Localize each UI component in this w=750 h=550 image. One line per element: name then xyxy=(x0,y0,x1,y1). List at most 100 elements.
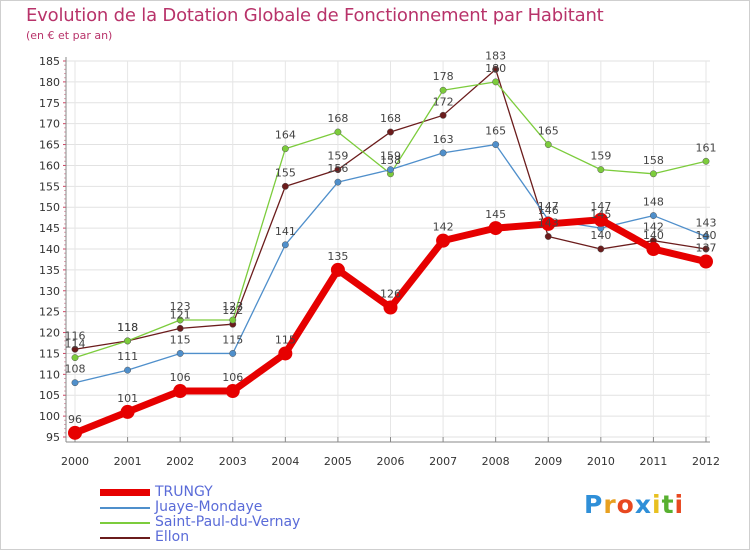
series xyxy=(68,65,713,440)
data-label-trungy-2004: 115 xyxy=(275,333,296,346)
data-label-ellon-2011: 142 xyxy=(643,221,664,234)
data-point-saint-paul-du-vernay-2005 xyxy=(334,128,342,136)
legend-swatch-saint-paul-du-vernay xyxy=(100,522,150,524)
data-point-trungy-2011 xyxy=(646,242,661,256)
data-point-trungy-2000 xyxy=(68,425,82,440)
data-label-saint-paul-du-vernay-2000: 114 xyxy=(65,338,86,351)
data-point-saint-paul-du-vernay-2012 xyxy=(702,157,710,165)
data-point-juaye-mondaye-2001 xyxy=(124,366,132,374)
data-label-saint-paul-du-vernay-2009: 165 xyxy=(538,125,559,138)
y-tick-label: 140 xyxy=(39,243,60,256)
data-label-ellon-2000: 116 xyxy=(65,329,86,342)
data-point-saint-paul-du-vernay-2011 xyxy=(649,170,657,178)
data-point-saint-paul-du-vernay-2004 xyxy=(281,145,289,153)
y-tick-label: 120 xyxy=(39,327,60,340)
data-point-trungy-2012 xyxy=(699,254,713,269)
data-label-saint-paul-du-vernay-2011: 158 xyxy=(643,154,664,167)
data-point-ellon-2007 xyxy=(439,111,447,119)
y-tick-label: 115 xyxy=(39,347,60,360)
proxiti-logo: Proxiti xyxy=(584,490,684,519)
legend-label-saint-paul-du-vernay: Saint-Paul-du-Vernay xyxy=(155,514,301,530)
data-point-juaye-mondaye-2005 xyxy=(334,178,342,186)
x-tick-label: 2001 xyxy=(114,455,142,468)
logo-letter: x xyxy=(634,490,652,519)
y-tick-label: 125 xyxy=(39,306,60,319)
data-label-saint-paul-du-vernay-2007: 178 xyxy=(433,70,454,83)
data-point-saint-paul-du-vernay-2001 xyxy=(124,337,132,345)
data-point-trungy-2004 xyxy=(278,346,293,361)
data-point-juaye-mondaye-2004 xyxy=(281,241,289,249)
data-label-saint-paul-du-vernay-2006: 158 xyxy=(380,154,401,167)
y-tick-label: 110 xyxy=(39,368,60,381)
data-label-juaye-mondaye-2010: 145 xyxy=(590,208,611,221)
data-label-trungy-2011: 140 xyxy=(643,229,664,242)
x-tick-label: 2002 xyxy=(166,455,194,468)
data-point-juaye-mondaye-2003 xyxy=(229,349,237,357)
data-label-ellon-2009: 143 xyxy=(538,216,559,229)
data-label-trungy-2006: 126 xyxy=(380,287,401,300)
data-label-trungy-2000: 96 xyxy=(68,413,82,426)
data-label-juaye-mondaye-2011: 148 xyxy=(643,196,664,209)
data-point-trungy-2010 xyxy=(593,212,608,227)
x-tick-label: 2004 xyxy=(271,455,299,468)
y-tick-label: 155 xyxy=(39,180,60,193)
data-label-juaye-mondaye-2002: 115 xyxy=(170,333,191,346)
data-label-saint-paul-du-vernay-2003: 123 xyxy=(222,300,243,313)
y-tick-label: 105 xyxy=(39,389,60,402)
data-label-juaye-mondaye-2007: 163 xyxy=(433,133,454,146)
x-tick-label: 2000 xyxy=(61,455,89,468)
data-point-trungy-2007 xyxy=(436,233,451,248)
y-tick-label: 150 xyxy=(39,201,60,214)
data-point-trungy-2008 xyxy=(488,221,503,236)
legend-swatch-trungy xyxy=(100,489,150,496)
data-point-saint-paul-du-vernay-2003 xyxy=(229,316,237,324)
data-label-trungy-2007: 142 xyxy=(433,221,454,234)
data-label-juaye-mondaye-2008: 165 xyxy=(485,125,506,138)
y-tick-label: 145 xyxy=(39,222,60,235)
x-tick-label: 2003 xyxy=(219,455,247,468)
data-point-ellon-2005 xyxy=(334,166,342,174)
data-label-juaye-mondaye-2001: 111 xyxy=(117,350,138,363)
data-label-saint-paul-du-vernay-2001: 118 xyxy=(117,321,138,334)
data-point-saint-paul-du-vernay-2009 xyxy=(544,141,552,149)
data-point-ellon-2009 xyxy=(544,233,552,240)
axes: 95 100 105 110 115 120 125 130 135 140 145 150 155 16… xyxy=(39,55,720,468)
logo-letter: o xyxy=(616,490,635,519)
legend-label-trungy: TRUNGY xyxy=(155,484,213,500)
x-tick-label: 2008 xyxy=(482,455,510,468)
chart-title: Evolution de la Dotation Globale de Fonc… xyxy=(26,5,604,26)
data-point-ellon-2010 xyxy=(597,245,605,253)
logo-letter: r xyxy=(603,490,617,519)
data-point-ellon-2004 xyxy=(281,182,289,190)
y-tick-label: 100 xyxy=(39,410,60,423)
data-label-ellon-2004: 155 xyxy=(275,166,296,179)
y-tick-label: 165 xyxy=(39,139,60,152)
data-label-ellon-2006: 168 xyxy=(380,112,401,125)
data-point-juaye-mondaye-2006 xyxy=(387,166,394,174)
data-point-juaye-mondaye-2011 xyxy=(649,212,657,220)
data-label-ellon-2008: 183 xyxy=(485,49,506,62)
data-label-saint-paul-du-vernay-2010: 159 xyxy=(590,150,611,163)
legend-label-ellon: Ellon xyxy=(155,529,190,545)
data-label-trungy-2010: 147 xyxy=(590,200,611,213)
data-label-trungy-2005: 135 xyxy=(327,250,348,263)
logo-letter: t xyxy=(661,490,675,519)
y-tick-label: 130 xyxy=(39,285,60,298)
data-point-ellon-2006 xyxy=(387,128,394,136)
data-label-juaye-mondaye-2009: 147 xyxy=(538,200,559,213)
data-label-saint-paul-du-vernay-2002: 123 xyxy=(170,300,191,313)
data-label-trungy-2001: 101 xyxy=(117,392,138,405)
data-label-juaye-mondaye-2012: 143 xyxy=(696,216,717,229)
x-tick-label: 2005 xyxy=(324,455,352,468)
data-point-ellon-2012 xyxy=(702,245,710,253)
y-tick-label: 185 xyxy=(39,55,60,68)
data-label-trungy-2003: 106 xyxy=(222,371,243,384)
data-point-juaye-mondaye-2002 xyxy=(176,349,184,357)
x-tick-label: 2011 xyxy=(639,455,667,468)
data-label-juaye-mondaye-2006: 159 xyxy=(380,150,401,163)
y-tick-label: 170 xyxy=(39,118,60,131)
logo-letter: i xyxy=(674,490,685,519)
x-tick-label: 2010 xyxy=(587,455,615,468)
